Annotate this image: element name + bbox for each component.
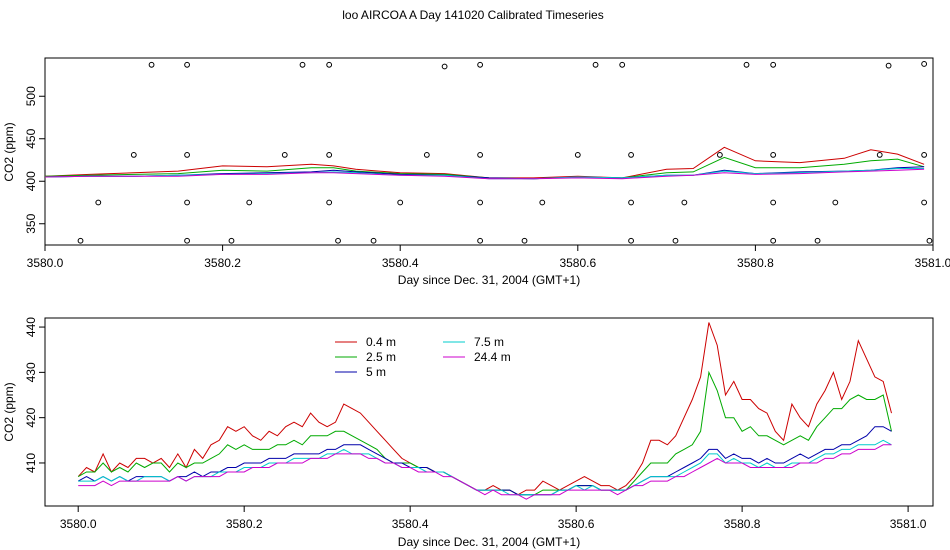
marker-point: [832, 199, 839, 206]
marker-point: [228, 237, 235, 244]
bottom-y-axis-label: CO2 (ppm): [2, 382, 16, 441]
marker-point: [628, 199, 634, 206]
marker-point: [441, 63, 448, 70]
marker-point: [592, 61, 599, 68]
marker-point: [423, 152, 430, 158]
marker-point: [574, 152, 581, 158]
top-x-tick-label: 3580.0: [27, 256, 64, 270]
marker-point: [477, 61, 484, 68]
marker-point: [539, 199, 546, 206]
marker-point: [770, 199, 777, 206]
marker-point: [743, 61, 750, 68]
marker-point: [681, 199, 688, 206]
top-plot-frame: [44, 57, 934, 246]
marker-point: [770, 61, 777, 68]
marker-point: [477, 237, 484, 244]
top-series-lines: [44, 146, 925, 180]
top-x-axis-label: Day since Dec. 31, 2004 (GMT+1): [398, 273, 580, 287]
bottom-x-tick-label: 3580.0: [60, 517, 97, 531]
bottom-x-axis: 3580.0 3580.2 3580.4 3580.6 3580.8 3581.0: [60, 506, 927, 531]
top-x-tick-label: 3581.0: [915, 256, 950, 270]
marker-point: [184, 237, 190, 244]
bottom-series-line-5: [78, 444, 892, 500]
top-y-tick-label: 350: [24, 213, 38, 233]
marker-point: [326, 61, 333, 68]
bottom-x-tick-label: 3580.6: [558, 517, 595, 531]
legend-label: 0.4 m: [366, 335, 396, 349]
marker-point: [326, 199, 333, 206]
legend-label: 24.4 m: [474, 350, 511, 364]
marker-point: [335, 237, 341, 244]
marker-point: [716, 152, 723, 158]
marker-point: [77, 237, 84, 244]
marker-point: [477, 152, 484, 158]
bottom-x-tick-label: 3580.2: [226, 517, 263, 531]
marker-point: [885, 62, 892, 69]
marker-point: [926, 237, 933, 244]
marker-point: [814, 237, 821, 244]
marker-point: [95, 199, 102, 206]
marker-point: [619, 61, 626, 68]
bottom-series-line-4: [78, 439, 892, 496]
bottom-y-tick-label: 410: [24, 453, 38, 473]
marker-point: [628, 152, 634, 158]
top-x-tick-label: 3580.8: [737, 256, 774, 270]
top-y-axis: 350 400 450 500: [24, 86, 45, 234]
bottom-x-tick-label: 3580.8: [724, 517, 761, 531]
legend-label: 7.5 m: [474, 335, 504, 349]
marker-point: [184, 199, 190, 206]
marker-point: [281, 152, 288, 158]
marker-point: [184, 61, 190, 68]
marker-point: [770, 152, 777, 158]
top-x-tick-label: 3580.6: [559, 256, 596, 270]
bottom-x-tick-label: 3580.4: [392, 517, 429, 531]
top-y-tick-label: 400: [24, 171, 38, 191]
marker-point: [921, 199, 928, 206]
marker-point: [326, 152, 333, 158]
top-panel: 3580.0 3580.2 3580.4 3580.6 3580.8 3581.0 350…: [2, 57, 950, 287]
marker-point: [370, 237, 377, 244]
top-x-tick-label: 3580.2: [204, 256, 241, 270]
marker-point: [672, 237, 679, 244]
top-markers: [77, 61, 933, 244]
marker-point: [148, 61, 155, 68]
marker-point: [397, 199, 404, 206]
marker-point: [246, 199, 253, 206]
bottom-x-axis-label: Day since Dec. 31, 2004 (GMT+1): [398, 535, 580, 549]
figure-title: loo AIRCOA A Day 141020 Calibrated Times…: [342, 8, 603, 22]
marker-point: [770, 237, 777, 244]
marker-point: [921, 152, 928, 158]
marker-point: [130, 152, 137, 158]
bottom-y-tick-label: 430: [24, 362, 38, 382]
bottom-y-tick-label: 420: [24, 407, 38, 427]
marker-point: [184, 152, 190, 158]
marker-point: [876, 152, 883, 158]
bottom-y-axis: 410 420 430 440: [24, 317, 45, 473]
marker-point: [921, 61, 928, 67]
marker-point: [477, 199, 484, 206]
legend-label: 2.5 m: [366, 350, 396, 364]
bottom-panel: 3580.0 3580.2 3580.4 3580.6 3580.8 3581.0 410…: [2, 317, 934, 549]
bottom-x-tick-label: 3581.0: [890, 517, 927, 531]
bottom-y-tick-label: 440: [24, 317, 38, 337]
top-y-tick-label: 500: [24, 86, 38, 106]
top-x-axis: 3580.0 3580.2 3580.4 3580.6 3580.8 3581.0: [27, 245, 950, 270]
bottom-legend: 0.4 m2.5 m5 m 7.5 m24.4 m: [335, 335, 511, 379]
top-y-tick-label: 450: [24, 128, 38, 148]
bottom-series-lines: [77, 322, 892, 500]
marker-point: [521, 237, 528, 244]
bottom-plot-frame: [44, 317, 934, 507]
marker-point: [628, 237, 634, 244]
marker-point: [299, 61, 306, 68]
top-series-line-5: [44, 168, 925, 180]
top-x-tick-label: 3580.4: [382, 256, 419, 270]
top-y-axis-label: CO2 (ppm): [2, 122, 16, 181]
legend-label: 5 m: [366, 365, 386, 379]
